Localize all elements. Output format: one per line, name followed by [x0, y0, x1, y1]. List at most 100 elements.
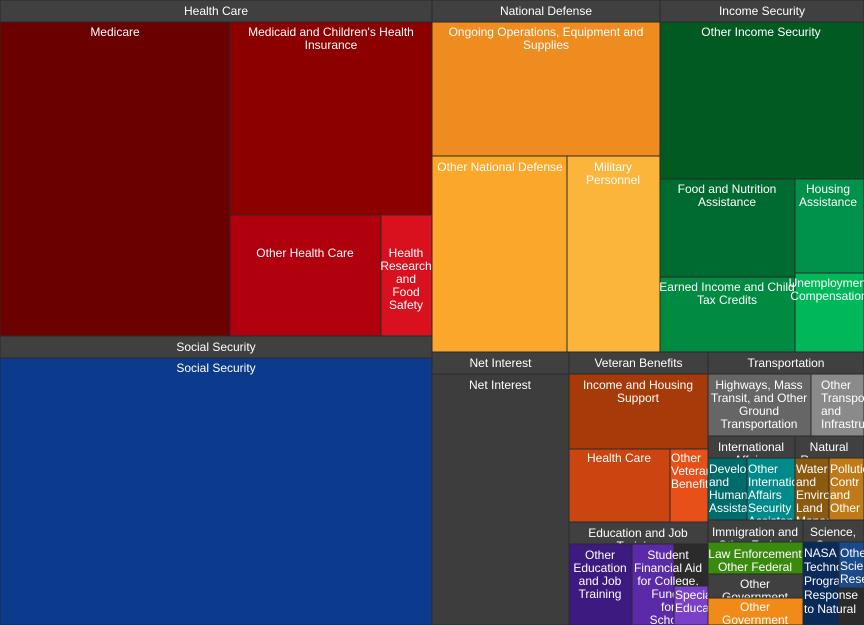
cell-food-nutrition[interactable] [659, 178, 796, 278]
cell-vet-other[interactable] [669, 448, 709, 523]
cell-other-transportation-label-line-2: Transportation [821, 391, 864, 405]
cell-other-education-label-line-4: Training [579, 587, 622, 601]
cell-other-transportation-label-line-4: Infrastructure [821, 417, 864, 431]
cell-medicare-label: Medicare [90, 25, 140, 39]
cell-other-education-label-line-2: Education [573, 561, 626, 575]
cell-student-aid[interactable] [631, 543, 675, 625]
cell-military-personnel-label-line-1: Military [594, 160, 632, 174]
cell-other-programs-label-line-1: Other [740, 600, 770, 614]
other-gov-header-label-line-1: Other [740, 577, 770, 591]
cell-other-income-security-label: Other Income Security [701, 25, 820, 39]
cell-water-land-label-line-1: Water [796, 462, 828, 476]
income-security-header-label: Income Security [719, 4, 805, 18]
cell-other-health-care[interactable] [229, 214, 382, 337]
cell-medicaid-label-line-2: Insurance [305, 38, 358, 52]
cell-ongoing-operations-label-line-2: Supplies [523, 38, 569, 52]
cell-vet-other-label-line-3: Benefits [671, 477, 714, 491]
cell-other-international-label-line-2: Internatio [748, 475, 798, 489]
cell-student-aid-label-line-3: for College, [637, 574, 698, 588]
cell-highways-label-line-2: Transit, and Other [711, 391, 807, 405]
cell-social-security[interactable] [0, 357, 433, 625]
cell-net-interest-label: Net Interest [469, 378, 532, 392]
cell-other-education-label-line-3: and Job [579, 574, 622, 588]
cell-special-education[interactable] [673, 585, 709, 625]
cell-social-security-label: Social Security [176, 361, 255, 375]
cell-highways[interactable] [707, 373, 812, 437]
national-defense-header-label: National Defense [500, 4, 592, 18]
immigration-header-label-line-1: Immigration and [712, 525, 798, 539]
cell-health-research-label-line-5: Safety [389, 298, 423, 312]
cell-highways-label-line-3: Ground [739, 404, 779, 418]
cell-water-land-label-line-2: and [796, 475, 816, 489]
cell-other-education[interactable] [568, 543, 633, 625]
cell-development-label-line-1: Develo [709, 462, 747, 476]
cell-other-international-label-line-4: Security [748, 501, 791, 515]
cell-pollution-label-line-2: Contr [830, 475, 859, 489]
cell-water-land-label-line-3: Environ [796, 488, 837, 502]
cell-military-personnel-label-line-2: Personnel [586, 173, 640, 187]
cell-housing-assistance-label-line-1: Housing [806, 182, 850, 196]
cell-medicare[interactable] [0, 21, 231, 337]
cell-highways-label-line-1: Highways, Mass [715, 378, 802, 392]
other-gov-header[interactable] [707, 573, 804, 599]
cell-ongoing-operations[interactable] [431, 21, 661, 157]
international-header-label-line-1: International [718, 440, 784, 454]
natural-resources-header-label-line-1: Natural [810, 440, 849, 454]
veteran-benefits-header-label: Veteran Benefits [594, 356, 682, 370]
cell-other-programs-label-line-2: Government [722, 613, 789, 625]
cell-unemployment-label-line-1: Unemployment [789, 276, 864, 290]
cell-food-nutrition-label-line-2: Assistance [698, 195, 756, 209]
cell-ongoing-operations-label-line-1: Ongoing Operations, Equipment and [449, 25, 644, 39]
health-care-header-label: Health Care [184, 4, 248, 18]
cell-pollution-label-line-1: Pollution [830, 462, 864, 476]
transportation-header-label: Transportation [748, 356, 825, 370]
cell-nasa-label-line-4: Response [804, 588, 858, 602]
cell-housing-assistance[interactable] [794, 178, 864, 274]
cell-vet-other-label-line-2: Veteran [671, 464, 712, 478]
education-header-label-line-1: Education and Job [588, 526, 688, 540]
cell-medicaid[interactable] [229, 21, 433, 216]
cell-immigration-law-label-line-1: Law Enforcement [708, 547, 802, 561]
cell-other-international-label-line-1: Other [748, 462, 778, 476]
cell-special-education-label-line-1: Special [675, 588, 714, 602]
cell-health-research-label-line-2: Research [380, 259, 431, 273]
cell-other-transportation[interactable] [810, 373, 864, 437]
cell-water-land-label-line-4: Land [796, 501, 823, 515]
social-security-header-label: Social Security [176, 340, 255, 354]
cell-other-transportation-label-line-3: and [821, 404, 841, 418]
cell-other-science-label-line-3: Research [840, 572, 864, 586]
cell-vet-health-care-label: Health Care [587, 451, 651, 465]
cell-eitc[interactable] [659, 276, 796, 353]
cell-other-international-label-line-3: Affairs [748, 488, 782, 502]
cell-other-international[interactable] [746, 457, 796, 521]
cell-housing-assistance-label-line-2: Assistance [799, 195, 857, 209]
cell-other-national-defense-label: Other National Defense [437, 160, 563, 174]
cell-other-national-defense[interactable] [431, 155, 568, 353]
cell-other-transportation-label-line-1: Other [821, 378, 851, 392]
net-interest-header-label: Net Interest [469, 356, 532, 370]
cell-development-label-line-4: Assista [709, 501, 748, 515]
cell-other-science[interactable] [838, 541, 864, 589]
cell-student-aid-label-line-2: Financial Aid [634, 561, 702, 575]
cell-vet-income-housing-label-line-2: Support [617, 391, 660, 405]
cell-student-aid-label-line-1: Student [647, 548, 689, 562]
cell-other-health-care-label: Other Health Care [256, 246, 354, 260]
cell-development-label-line-3: Human [709, 488, 748, 502]
cell-eitc-label-line-1: Earned Income and Child [659, 280, 794, 294]
cell-other-science-label-line-1: Other [840, 546, 864, 560]
cell-other-income-security[interactable] [659, 21, 864, 180]
cell-unemployment[interactable] [794, 272, 864, 353]
cell-vet-other-label-line-1: Other [671, 451, 701, 465]
cell-other-programs[interactable] [707, 597, 804, 625]
cell-net-interest[interactable] [431, 373, 570, 625]
cell-vet-income-housing-label-line-1: Income and Housing [583, 378, 693, 392]
science-header-label-line-1: Science, [810, 525, 856, 539]
cell-nasa-label-line-5: to Natural [804, 602, 856, 616]
cell-student-aid-label-line-5: for [661, 600, 675, 614]
cell-military-personnel[interactable] [566, 155, 661, 353]
cell-vet-income-housing[interactable] [568, 373, 709, 450]
cell-pollution-label-line-3: and [830, 488, 850, 502]
cell-health-research-label-line-3: and [396, 272, 416, 286]
cell-vet-health-care[interactable] [568, 448, 671, 523]
